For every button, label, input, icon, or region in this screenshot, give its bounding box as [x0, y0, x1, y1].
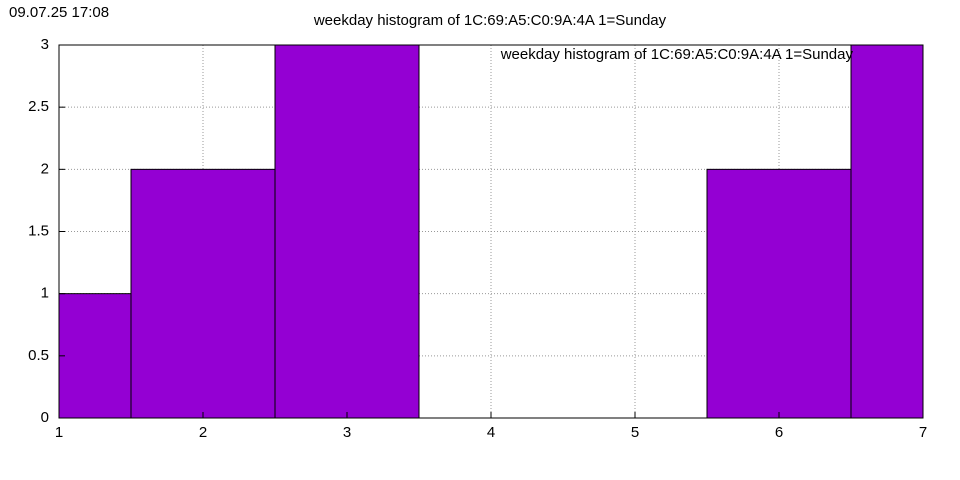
chart-title: weekday histogram of 1C:69:A5:C0:9A:4A 1…: [313, 12, 667, 29]
x-tick-label: 6: [775, 424, 783, 441]
bars: [59, 45, 923, 418]
y-tick-label: 3: [41, 36, 49, 53]
y-tick-label: 0: [41, 409, 49, 426]
x-tick-label: 3: [343, 424, 351, 441]
bar: [850, 45, 923, 418]
x-tick-label: 2: [199, 424, 207, 441]
y-tick-label: 0.5: [28, 347, 49, 364]
bar: [274, 45, 420, 418]
y-tick-label: 2: [41, 160, 49, 177]
y-tick-label: 1.5: [28, 222, 49, 239]
bar: [130, 168, 276, 418]
legend-label: weekday histogram of 1C:69:A5:C0:9A:4A 1…: [500, 46, 854, 63]
x-tick-label: 5: [631, 424, 639, 441]
bar: [59, 293, 132, 418]
y-tick-label: 2.5: [28, 98, 49, 115]
y-tick-label: 1: [41, 285, 49, 302]
x-tick-label: 7: [919, 424, 927, 441]
timestamp: 09.07.25 17:08: [9, 4, 109, 21]
x-tick-label: 4: [487, 424, 495, 441]
x-tick-label: 1: [55, 424, 63, 441]
bar: [706, 168, 852, 418]
